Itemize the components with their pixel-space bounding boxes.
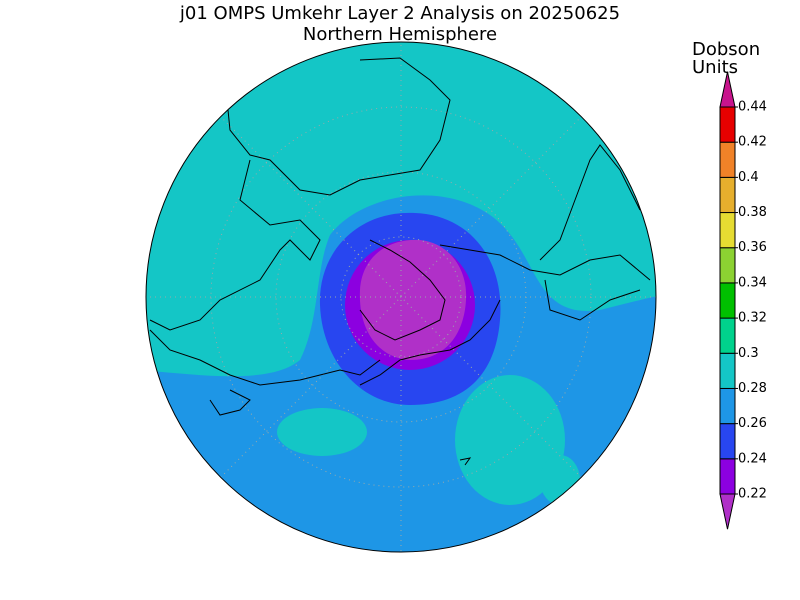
- colorbar-band: [719, 247, 736, 284]
- graticule: [146, 42, 656, 552]
- colorbar-tick-label: 0.32: [738, 311, 767, 326]
- field: [359, 239, 467, 360]
- map-subtitle: Northern Hemisphere: [303, 24, 497, 45]
- colorbar-band: [719, 387, 736, 425]
- colorbar-tick-label: 0.24: [738, 451, 767, 466]
- colorbar-band: [719, 282, 736, 319]
- field: [277, 408, 367, 456]
- colorbar-band: [719, 141, 736, 178]
- colorbar-tick-label: 0.34: [738, 275, 767, 290]
- colorbar-band: [719, 317, 736, 354]
- field: [146, 42, 656, 377]
- colorbar-tick-label: 0.36: [738, 240, 767, 255]
- colorbar-tick-label: 0.4: [738, 170, 759, 185]
- colorbar-label: Units: [692, 57, 738, 78]
- colorbar-tick-label: 0.3: [738, 346, 759, 361]
- map-title: j01 OMPS Umkehr Layer 2 Analysis on 2025…: [179, 3, 620, 24]
- colorbar-band: [719, 352, 736, 389]
- colorbar-tick-label: 0.38: [738, 205, 767, 220]
- colorbar-band: [719, 458, 736, 495]
- colorbar: 0.22 0.24 0.26 0.28 0.3 0.32 0.34 0.36 0.38 0.4 0.…: [719, 71, 767, 530]
- colorbar-tick-label: 0.22: [738, 487, 767, 502]
- field: [455, 375, 565, 505]
- colorbar-end: [719, 493, 736, 530]
- colorbar-band: [719, 423, 736, 460]
- coastlines: [149, 57, 651, 466]
- colorbar-tick-label: 0.42: [738, 135, 767, 150]
- colorbar-tick-label: 0.28: [738, 381, 767, 396]
- colorbar-tick-label: 0.26: [738, 416, 767, 431]
- colorbar-band: [719, 212, 736, 249]
- colorbar-tick-label: 0.44: [738, 100, 767, 115]
- colorbar-band: [719, 106, 736, 143]
- colorbar-label: Dobson: [692, 39, 760, 60]
- colorbar-band: [719, 176, 736, 214]
- map: [146, 42, 656, 552]
- map-border: [145, 41, 657, 553]
- field: [540, 455, 580, 505]
